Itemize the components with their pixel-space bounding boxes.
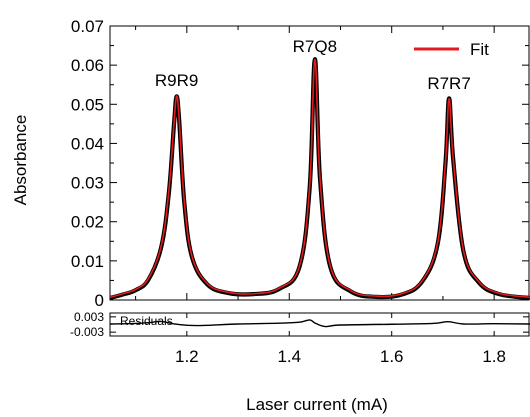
residual-line [109, 319, 530, 328]
residual-y-tick-label: -0.003 [70, 325, 104, 339]
x-axis-label: Laser current (mA) [246, 395, 388, 414]
y-tick-label: 0.01 [71, 252, 104, 271]
residuals-label: Residuals [120, 314, 173, 328]
residual-plot: 0.003-0.003 Residuals 1.2 1.4 1.6 1.8 [70, 310, 530, 366]
legend-fit-label: Fit [470, 40, 489, 59]
y-tick-label: 0.07 [71, 17, 104, 36]
residual-y-tick-label: 0.003 [74, 310, 104, 324]
peak-label: R7R7 [427, 74, 470, 93]
y-tick-label: 0 [95, 291, 104, 310]
x-tick-label: 1.4 [277, 347, 301, 366]
x-tick-label: 1.2 [175, 347, 199, 366]
main-plot: 0 0.01 0.02 0.03 0.04 0.05 0.06 0.07 R9R9 R7Q8 R7R… [71, 17, 530, 310]
y-tick-label: 0.03 [71, 174, 104, 193]
fit-series-line [110, 58, 530, 299]
peak-label: R9R9 [155, 71, 198, 90]
x-tick-label: 1.8 [482, 347, 506, 366]
y-tick-label: 0.02 [71, 213, 104, 232]
y-tick-label: 0.05 [71, 95, 104, 114]
y-tick-label: 0.04 [71, 134, 104, 153]
y-axis-label: Absorbance [11, 115, 30, 206]
y-tick-label: 0.06 [71, 56, 104, 75]
x-tick-label: 1.6 [380, 347, 404, 366]
peak-label: R7Q8 [293, 37, 337, 56]
